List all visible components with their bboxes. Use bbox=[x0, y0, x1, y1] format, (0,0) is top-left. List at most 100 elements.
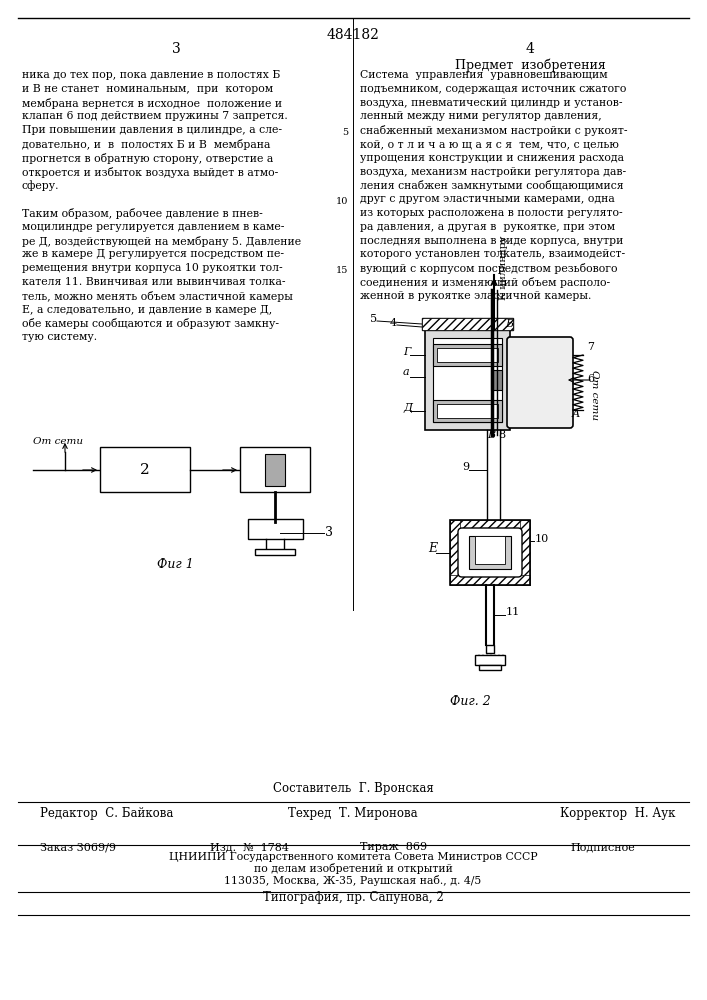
Bar bbox=[475, 536, 505, 564]
Text: Тираж  869: Тираж 869 bbox=[360, 842, 427, 852]
Bar bbox=[437, 348, 498, 362]
Text: Составитель  Г. Вронская: Составитель Г. Вронская bbox=[273, 782, 433, 795]
Bar bbox=[491, 370, 502, 390]
Text: Г: Г bbox=[403, 347, 410, 357]
Text: Система  управления  уравновешивающим: Система управления уравновешивающим bbox=[360, 70, 607, 80]
Text: 2: 2 bbox=[140, 462, 150, 477]
Text: Б: Б bbox=[505, 319, 513, 329]
Text: ления снабжен замкнутыми сообщающимися: ления снабжен замкнутыми сообщающимися bbox=[360, 180, 624, 191]
Text: 5: 5 bbox=[342, 128, 348, 137]
Bar bbox=[437, 404, 498, 418]
Text: вующий с корпусом посредством резьбового: вующий с корпусом посредством резьбового bbox=[360, 263, 617, 274]
Text: тель, можно менять объем эластичной камеры: тель, можно менять объем эластичной каме… bbox=[22, 291, 293, 302]
Bar bbox=[450, 520, 460, 585]
Text: клапан 6 под действием пружины 7 запрется.: клапан 6 под действием пружины 7 запретс… bbox=[22, 111, 288, 121]
Text: женной в рукоятке эластичной камеры.: женной в рукоятке эластичной камеры. bbox=[360, 291, 591, 301]
Text: От сети: От сети bbox=[33, 438, 83, 446]
Text: кой, о т л и ч а ю щ а я с я  тем, что, с целью: кой, о т л и ч а ю щ а я с я тем, что, с… bbox=[360, 139, 619, 149]
Text: Корректор  Н. Аук: Корректор Н. Аук bbox=[560, 807, 675, 820]
Text: E: E bbox=[428, 542, 437, 556]
Text: Заказ 3069/9: Заказ 3069/9 bbox=[40, 842, 116, 852]
Bar bbox=[450, 520, 530, 585]
Text: ра давления, а другая в  рукоятке, при этом: ра давления, а другая в рукоятке, при эт… bbox=[360, 222, 615, 232]
Bar bbox=[425, 330, 510, 430]
Text: Таким образом, рабочее давление в пнев-: Таким образом, рабочее давление в пнев- bbox=[22, 208, 263, 219]
Text: От сети: От сети bbox=[590, 370, 599, 420]
Text: упрощения конструкции и снижения расхода: упрощения конструкции и снижения расхода bbox=[360, 153, 624, 163]
Text: воздуха, пневматический цилиндр и установ-: воздуха, пневматический цилиндр и устано… bbox=[360, 98, 622, 108]
Text: Подписное: Подписное bbox=[570, 842, 635, 852]
Text: 3: 3 bbox=[172, 42, 180, 56]
Text: Техред  Т. Миронова: Техред Т. Миронова bbox=[288, 807, 418, 820]
Text: Е, а следовательно, и давление в камере Д,: Е, а следовательно, и давление в камере … bbox=[22, 305, 272, 315]
Text: 6: 6 bbox=[587, 374, 594, 384]
Text: 7: 7 bbox=[587, 342, 594, 352]
Text: 9: 9 bbox=[462, 462, 469, 472]
Text: последняя выполнена в виде корпуса, внутри: последняя выполнена в виде корпуса, внут… bbox=[360, 236, 624, 246]
Bar bbox=[100, 447, 190, 492]
Bar bbox=[265, 454, 285, 486]
Text: В: В bbox=[487, 430, 495, 440]
Text: мембрана вернется в исходное  положение и: мембрана вернется в исходное положение и bbox=[22, 98, 282, 109]
Text: прогнется в обратную сторону, отверстие а: прогнется в обратную сторону, отверстие … bbox=[22, 153, 273, 164]
Bar bbox=[520, 520, 530, 585]
Text: Д: Д bbox=[403, 403, 412, 413]
Text: друг с другом эластичными камерами, одна: друг с другом эластичными камерами, одна bbox=[360, 194, 615, 204]
Text: снабженный механизмом настройки с рукоят-: снабженный механизмом настройки с рукоят… bbox=[360, 125, 628, 136]
Bar bbox=[450, 575, 530, 585]
Bar bbox=[486, 645, 494, 653]
Text: соединения и изменяющий объем располо-: соединения и изменяющий объем располо- bbox=[360, 277, 610, 288]
Text: обе камеры сообщаются и образуют замкну-: обе камеры сообщаются и образуют замкну- bbox=[22, 318, 279, 329]
Text: из которых расположена в полости регулято-: из которых расположена в полости регулят… bbox=[360, 208, 623, 218]
Bar bbox=[433, 338, 502, 422]
Text: Фиг 1: Фиг 1 bbox=[157, 558, 194, 571]
Text: подъемником, содержащая источник сжатого: подъемником, содержащая источник сжатого bbox=[360, 84, 626, 94]
Text: Типография, пр. Сапунова, 2: Типография, пр. Сапунова, 2 bbox=[262, 891, 443, 904]
Text: ЦНИИПИ Государственного комитета Совета Министров СССР: ЦНИИПИ Государственного комитета Совета … bbox=[169, 852, 537, 862]
Bar bbox=[422, 318, 513, 330]
Text: воздуха, механизм настройки регулятора дав-: воздуха, механизм настройки регулятора д… bbox=[360, 167, 626, 177]
Text: моцилиндре регулируется давлением в каме-: моцилиндре регулируется давлением в каме… bbox=[22, 222, 284, 232]
FancyBboxPatch shape bbox=[458, 528, 522, 577]
Text: 11: 11 bbox=[506, 607, 520, 617]
Text: 4: 4 bbox=[525, 42, 534, 56]
Text: Предмет  изобретения: Предмет изобретения bbox=[455, 58, 605, 72]
Text: К цилиндру: К цилиндру bbox=[499, 235, 508, 300]
Bar bbox=[422, 318, 513, 330]
Text: При повышении давления в цилиндре, а сле-: При повышении давления в цилиндре, а сле… bbox=[22, 125, 282, 135]
Text: А: А bbox=[572, 409, 580, 419]
Bar bbox=[475, 655, 505, 665]
Bar bbox=[433, 400, 502, 422]
Bar bbox=[469, 536, 511, 569]
Bar bbox=[240, 447, 310, 492]
Text: ремещения внутри корпуса 10 рукоятки тол-: ремещения внутри корпуса 10 рукоятки тол… bbox=[22, 263, 283, 273]
Text: 4: 4 bbox=[390, 318, 397, 328]
Text: кателя 11. Ввинчивая или вывинчивая толка-: кателя 11. Ввинчивая или вывинчивая толк… bbox=[22, 277, 286, 287]
Text: и В не станет  номинальным,  при  котором: и В не станет номинальным, при котором bbox=[22, 84, 273, 94]
Text: откроется и избыток воздуха выйдет в атмо-: откроется и избыток воздуха выйдет в атм… bbox=[22, 167, 279, 178]
Bar bbox=[255, 549, 295, 555]
Text: тую систему.: тую систему. bbox=[22, 332, 97, 342]
Text: а: а bbox=[403, 367, 409, 377]
Bar bbox=[433, 344, 502, 366]
Text: 484182: 484182 bbox=[327, 28, 380, 42]
Text: ленный между ними регулятор давления,: ленный между ними регулятор давления, bbox=[360, 111, 602, 121]
Text: 10: 10 bbox=[336, 197, 348, 206]
Text: же в камере Д регулируется посредством пе-: же в камере Д регулируется посредством п… bbox=[22, 249, 284, 259]
Text: довательно, и  в  полостях Б и В  мембрана: довательно, и в полостях Б и В мембрана bbox=[22, 139, 270, 150]
Text: 15: 15 bbox=[336, 266, 348, 275]
Text: сферу.: сферу. bbox=[22, 180, 59, 191]
Text: ника до тех пор, пока давление в полостях Б: ника до тех пор, пока давление в полостя… bbox=[22, 70, 280, 80]
Text: Редактор  С. Байкова: Редактор С. Байкова bbox=[40, 807, 173, 820]
Text: по делам изобретений и открытий: по делам изобретений и открытий bbox=[254, 863, 452, 874]
Text: 5: 5 bbox=[370, 314, 377, 324]
Text: 113035, Москва, Ж-35, Раушская наб., д. 4/5: 113035, Москва, Ж-35, Раушская наб., д. … bbox=[224, 875, 481, 886]
Text: 8: 8 bbox=[498, 430, 505, 440]
Text: ре Д, воздействующей на мембрану 5. Давление: ре Д, воздействующей на мембрану 5. Давл… bbox=[22, 236, 301, 247]
Text: 10: 10 bbox=[535, 534, 549, 544]
Text: Фиг. 2: Фиг. 2 bbox=[450, 695, 491, 708]
Bar bbox=[247, 519, 303, 539]
Bar bbox=[450, 520, 530, 530]
Text: которого установлен толкатель, взаимодейст-: которого установлен толкатель, взаимодей… bbox=[360, 249, 625, 259]
Text: 3: 3 bbox=[325, 526, 333, 538]
